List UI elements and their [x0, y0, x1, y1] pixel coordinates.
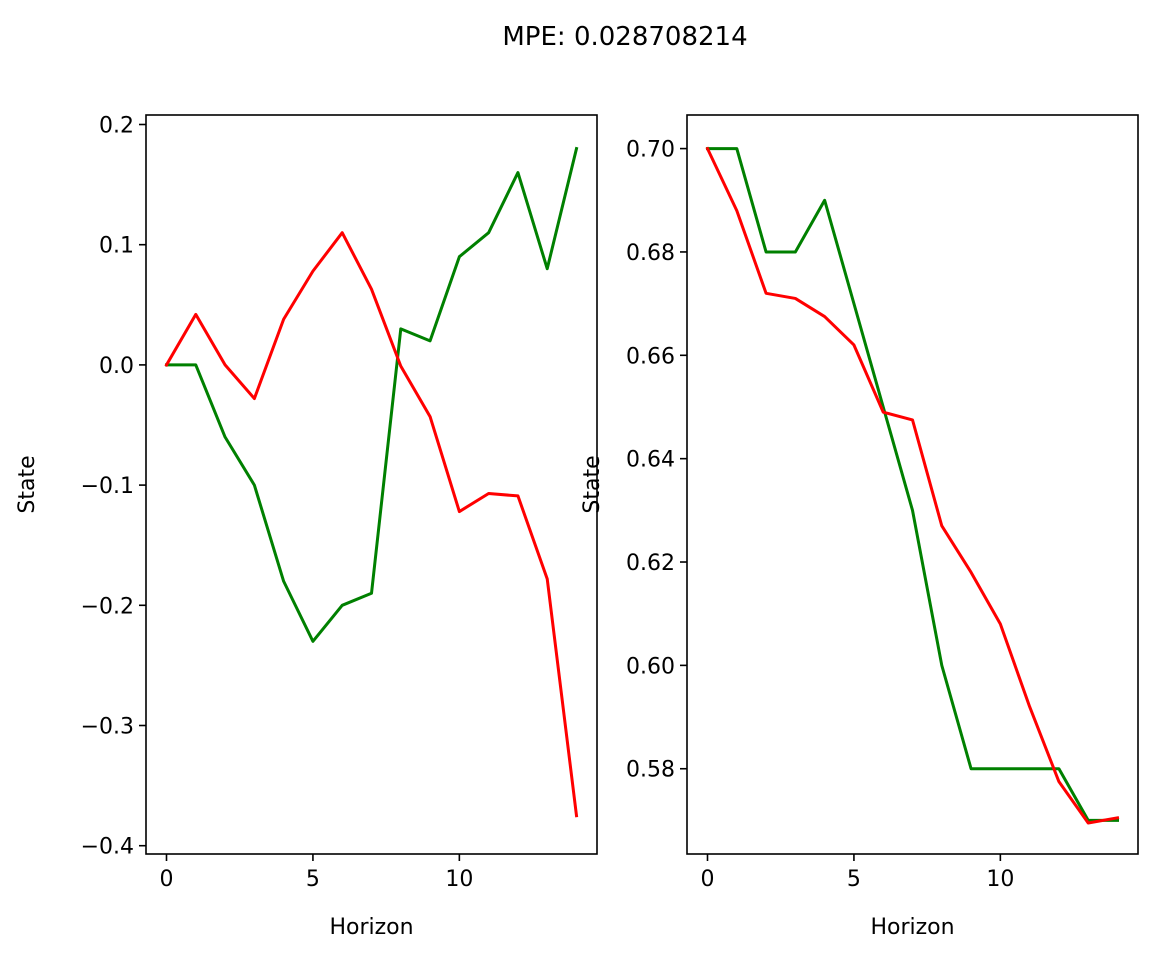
y-axis-label: State	[15, 455, 40, 513]
subplot-2: 0 5 10 0.58 0.60 0.62 0.64 0.66 0.68 0.70 Horizon S…	[580, 114, 1139, 940]
axes-frame	[686, 114, 1139, 855]
y-tick-label: 0.66	[626, 344, 675, 369]
y-tick-label: −0.1	[81, 474, 134, 499]
x-tick-label: 0	[160, 867, 174, 892]
y-tick-label: 0.68	[626, 241, 675, 266]
series-line-2	[164, 231, 579, 818]
y-tick-label: 0.64	[626, 448, 675, 473]
series-line-2	[705, 146, 1120, 825]
x-axis-label: Horizon	[870, 915, 954, 940]
y-tick-label: 0.1	[99, 234, 134, 259]
y-axis-label: State	[580, 455, 605, 513]
x-tick-label: 5	[306, 867, 320, 892]
series-line-1	[165, 146, 579, 643]
x-axis-label: Horizon	[329, 915, 413, 940]
y-tick-label: 0.0	[99, 354, 134, 379]
y-tick-label: −0.3	[81, 715, 134, 740]
x-tick-label: 5	[847, 867, 861, 892]
y-tick-label: 0.62	[626, 551, 675, 576]
y-tick-label: 0.2	[99, 113, 134, 138]
plots-container: 0 5 10 −0.4 −0.3 −0.2 −0.1 0.0 0.1 0.2 Horizon Stat…	[15, 113, 1139, 940]
y-tick-label: 0.58	[626, 758, 675, 783]
subplot-1: 0 5 10 −0.4 −0.3 −0.2 −0.1 0.0 0.1 0.2 Horizon Stat…	[15, 113, 598, 940]
x-tick-label: 0	[701, 867, 715, 892]
y-tick-label: −0.4	[81, 835, 134, 860]
x-tick-label: 10	[986, 867, 1014, 892]
y-tick-label: −0.2	[81, 594, 134, 619]
figure-title: MPE: 0.028708214	[502, 22, 747, 52]
y-tick-label: 0.60	[626, 654, 675, 679]
x-tick-label: 10	[445, 867, 473, 892]
axes-frame	[145, 114, 598, 855]
y-tick-label: 0.70	[626, 138, 675, 163]
series-line-1	[706, 147, 1119, 822]
